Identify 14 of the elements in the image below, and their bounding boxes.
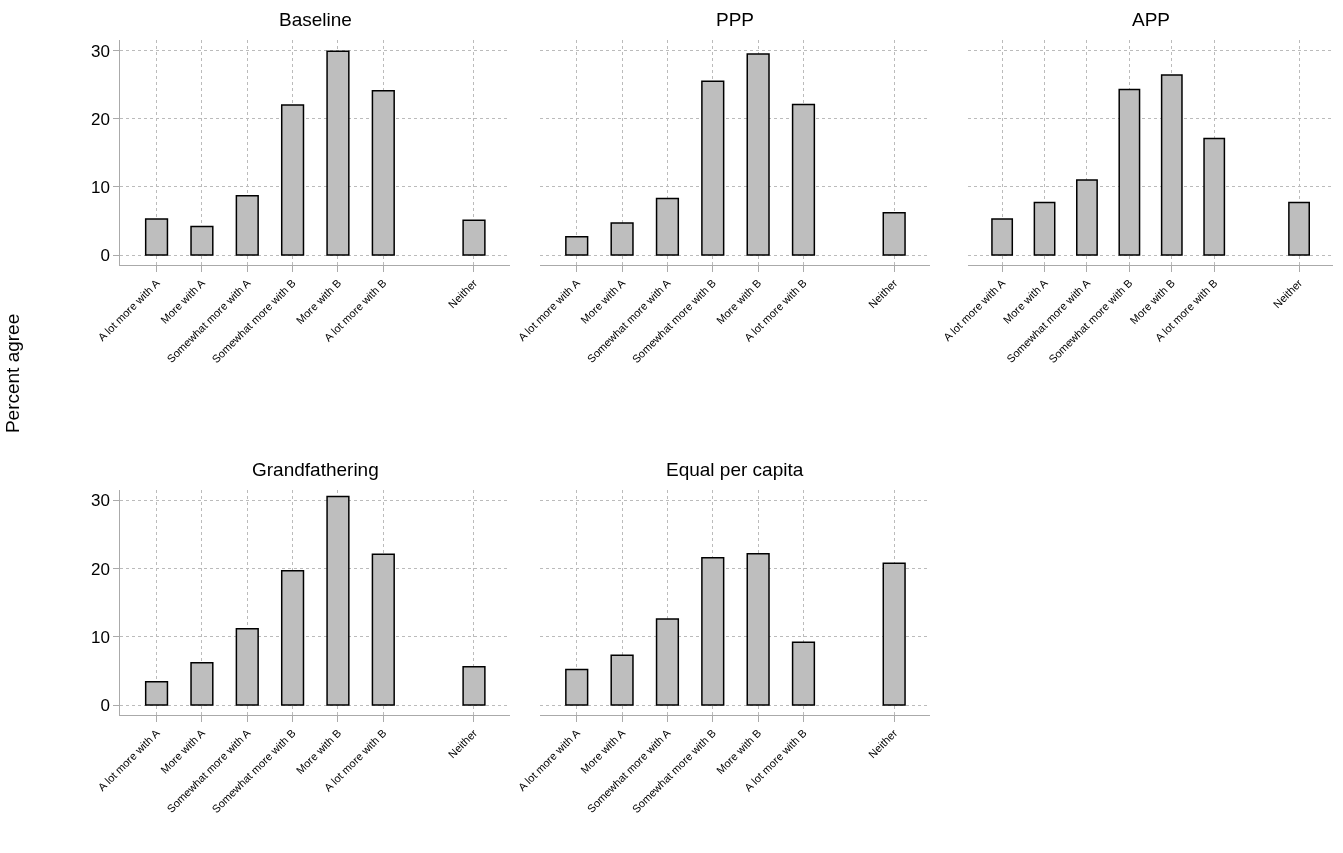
y-tick-label: 0	[100, 695, 110, 715]
y-tick-label: 10	[90, 627, 110, 647]
y-tick-label: 30	[90, 41, 110, 61]
chart-title: Grandfathering	[252, 459, 379, 480]
y-tick-label: 20	[90, 109, 110, 129]
chart-title: APP	[1132, 9, 1171, 30]
chart-title: Equal per capita	[666, 459, 804, 480]
chart-title: Baseline	[279, 9, 352, 30]
y-tick-label: 20	[90, 559, 110, 579]
y-tick-label: 10	[90, 177, 110, 197]
y-tick-label: 0	[100, 246, 110, 266]
y-axis-title: Percent agree	[2, 313, 24, 434]
y-tick-label: 30	[90, 491, 110, 511]
chart-title: PPP	[716, 9, 755, 30]
